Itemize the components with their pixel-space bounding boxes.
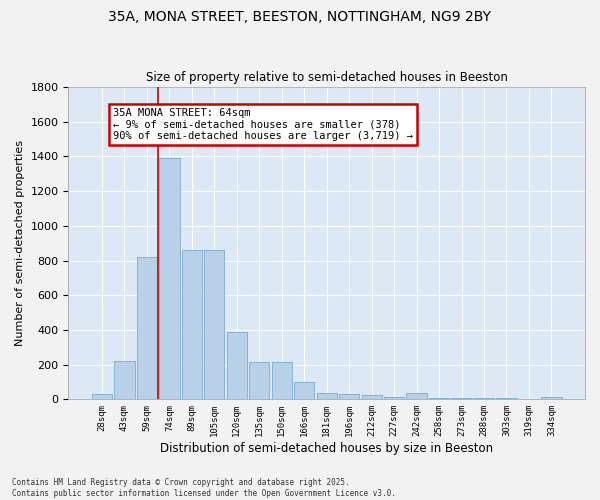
Bar [519,399,539,400]
Bar [384,396,404,400]
Bar [317,394,337,400]
Bar [272,362,292,400]
Bar [496,398,517,400]
Bar [204,250,224,400]
X-axis label: Distribution of semi-detached houses by size in Beeston: Distribution of semi-detached houses by … [160,442,493,455]
Bar [92,394,112,400]
Bar [249,362,269,400]
Bar [339,394,359,400]
Title: Size of property relative to semi-detached houses in Beeston: Size of property relative to semi-detach… [146,72,508,85]
Bar [362,395,382,400]
Text: 35A MONA STREET: 64sqm
← 9% of semi-detached houses are smaller (378)
90% of sem: 35A MONA STREET: 64sqm ← 9% of semi-deta… [113,108,413,141]
Bar [294,382,314,400]
Bar [451,398,472,400]
Y-axis label: Number of semi-detached properties: Number of semi-detached properties [15,140,25,346]
Bar [115,361,134,400]
Bar [227,332,247,400]
Text: Contains HM Land Registry data © Crown copyright and database right 2025.
Contai: Contains HM Land Registry data © Crown c… [12,478,396,498]
Bar [406,394,427,400]
Bar [159,158,179,400]
Bar [137,257,157,400]
Bar [429,398,449,400]
Bar [182,250,202,400]
Bar [541,396,562,400]
Bar [474,398,494,400]
Text: 35A, MONA STREET, BEESTON, NOTTINGHAM, NG9 2BY: 35A, MONA STREET, BEESTON, NOTTINGHAM, N… [109,10,491,24]
